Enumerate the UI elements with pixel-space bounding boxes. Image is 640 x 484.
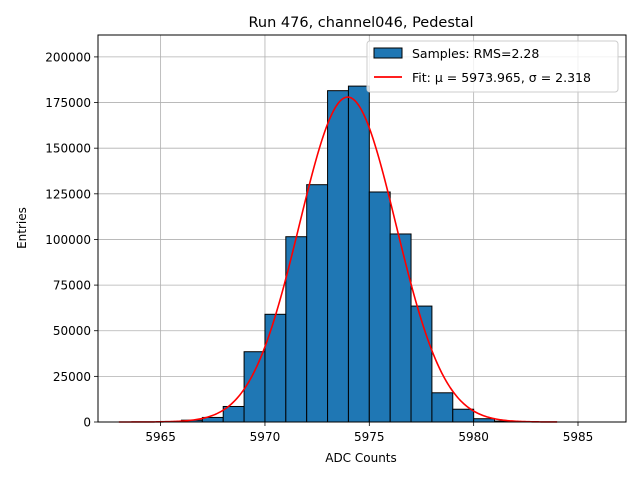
x-axis-label: ADC Counts bbox=[325, 451, 397, 465]
chart-title: Run 476, channel046, Pedestal bbox=[248, 15, 473, 31]
x-axis-ticks: 5965 5970 5975 5980 5985 bbox=[145, 422, 593, 444]
y-tick-label: 200000 bbox=[45, 50, 91, 64]
y-tick-label: 0 bbox=[83, 416, 91, 430]
fit-curve-layer bbox=[118, 96, 558, 423]
y-tick-label: 175000 bbox=[45, 96, 91, 110]
histogram-bar bbox=[431, 392, 454, 423]
legend-label-fit: Fit: μ = 5973.965, σ = 2.318 bbox=[412, 70, 591, 85]
y-axis-ticks: 0 25000 50000 75000 100000 125000 150000 175000… bbox=[45, 50, 98, 430]
histogram-bar bbox=[327, 90, 349, 423]
x-tick-label: 5970 bbox=[250, 430, 281, 444]
x-tick-label: 5965 bbox=[145, 430, 176, 444]
legend-label-histogram: Samples: RMS=2.28 bbox=[412, 46, 539, 61]
y-tick-label: 50000 bbox=[53, 324, 91, 338]
x-tick-label: 5980 bbox=[458, 430, 489, 444]
histogram-bar bbox=[347, 85, 370, 423]
histogram-bar bbox=[368, 191, 391, 423]
histogram-bar bbox=[306, 184, 329, 423]
plot-frame bbox=[97, 34, 627, 423]
y-tick-label: 125000 bbox=[45, 187, 91, 201]
y-tick-label: 100000 bbox=[45, 233, 91, 247]
histogram-bar bbox=[410, 305, 433, 423]
histogram-bar bbox=[452, 408, 475, 423]
x-tick-label: 5985 bbox=[563, 430, 594, 444]
histogram-bars bbox=[160, 85, 516, 423]
histogram-bar bbox=[243, 351, 266, 423]
y-tick-label: 25000 bbox=[53, 370, 91, 384]
fit-curve bbox=[118, 96, 558, 423]
y-tick-label: 150000 bbox=[45, 142, 91, 156]
histogram-bar bbox=[264, 313, 287, 423]
legend-box bbox=[366, 40, 619, 93]
x-tick-label: 5975 bbox=[354, 430, 385, 444]
legend-swatch-histogram bbox=[373, 47, 403, 59]
y-axis-label: Entries bbox=[15, 207, 29, 249]
legend: Samples: RMS=2.28 Fit: μ = 5973.965, σ =… bbox=[366, 40, 619, 93]
histogram-bar bbox=[389, 233, 412, 423]
y-tick-label: 75000 bbox=[53, 279, 91, 293]
